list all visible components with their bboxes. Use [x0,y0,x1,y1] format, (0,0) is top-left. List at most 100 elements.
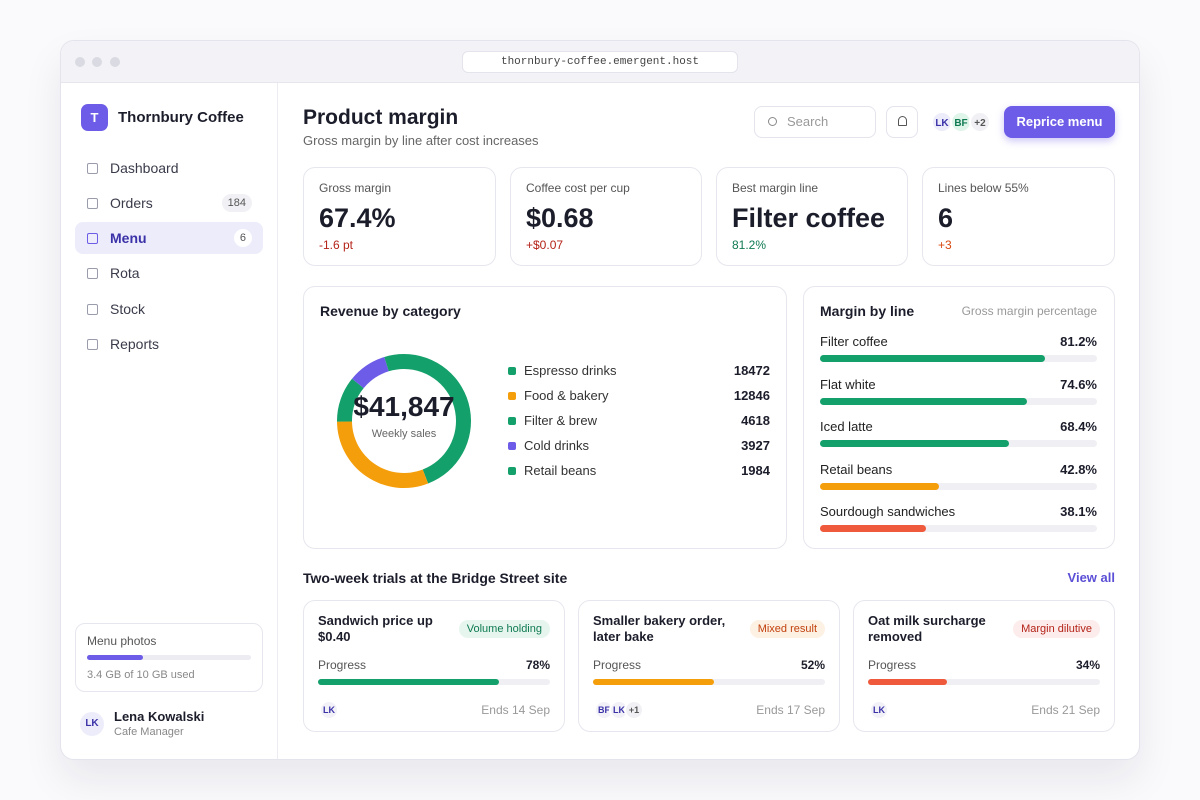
progress-value: 34% [1075,658,1100,672]
trial-ends: Ends 17 Sep [756,703,825,717]
brand-name: Thornbury Coffee [118,109,244,126]
legend-name: Food & bakery [524,388,609,403]
kpi-label: Gross margin [319,181,392,195]
legend-value: 18472 [733,363,770,378]
progress-label: Progress [593,658,642,672]
kpi-value: 67.4% [319,203,396,233]
kpi-delta: +3 [938,238,952,252]
search-box[interactable] [754,106,876,138]
trial-status: Margin dilutive [1013,620,1100,638]
nav-icon [87,304,98,315]
legend-value: 12846 [733,388,770,403]
kpi-label: Best margin line [732,181,819,195]
legend-value: 4618 [741,413,770,428]
trial-title: Sandwich price up $0.40 [318,613,433,644]
legend-name: Retail beans [524,463,597,478]
kpi-card [303,167,496,266]
trial-avatar-more: +1 [624,700,644,720]
window-dot [92,57,102,67]
donut-segment [352,356,389,389]
kpi-delta: +$0.07 [526,238,564,252]
progress-bar [318,679,499,685]
donut-total: $41,847 [353,391,455,422]
storage-card [75,623,263,692]
user-avatar: LK [80,712,104,736]
margin-bar [820,440,1010,448]
margin-bar [820,482,939,490]
page-subtitle: Gross margin by line after cost increase… [303,133,539,148]
nav-item[interactable]: Orders [110,195,153,211]
legend-dot [508,442,516,450]
nav-item[interactable]: Stock [110,301,146,317]
margin-line-value: 42.8% [1060,461,1097,477]
nav-icon [87,268,98,279]
margin-line-name: Retail beans [820,461,893,477]
kpi-card [510,167,702,266]
kpi-card [716,167,908,266]
nav-item[interactable]: Reports [110,336,160,352]
window-dot [110,57,120,67]
kpi-label: Lines below 55% [938,181,1029,195]
nav-icon [87,198,98,209]
legend-dot [508,392,516,400]
trial-ends: Ends 21 Sep [1031,703,1100,717]
sidebar [61,83,278,759]
margin-bar [820,355,1045,362]
margin-subtitle: Gross margin percentage [961,304,1097,318]
donut-segment [384,354,404,372]
legend-dot [508,367,516,375]
progress-value: 52% [800,658,825,672]
legend-value: 3927 [741,438,770,453]
progress-track [868,679,1100,685]
kpi-card [922,167,1115,266]
margin-title: Margin by line [820,303,915,319]
trial-status: Volume holding [458,620,550,638]
trial-avatar: LK [319,700,339,720]
progress-label: Progress [868,658,917,672]
margin-track [820,525,1097,533]
kpi-label: Coffee cost per cup [526,181,630,195]
user-name: Lena Kowalski [114,709,205,724]
margin-bar [820,397,1027,405]
header-avatar: LK [931,111,953,133]
kpi-delta: -1.6 pt [319,238,354,252]
margin-line-value: 74.6% [1060,376,1097,392]
revenue-title: Revenue by category [320,303,461,319]
storage-label: 3.4 GB of 10 GB used [87,669,195,681]
storage-track [87,655,251,660]
header-avatar-more: +2 [969,111,991,133]
revenue-card [303,286,787,549]
margin-line-value: 68.4% [1060,419,1097,435]
nav-item[interactable]: Dashboard [110,160,179,176]
bell-button[interactable] [886,106,918,138]
margin-line-name: Filter coffee [820,334,888,349]
trial-title: Oat milk surcharge removed [868,613,986,644]
nav-item[interactable]: Rota [110,265,140,281]
margin-line-value: 81.2% [1060,334,1097,349]
nav-item[interactable]: Menu [110,230,147,246]
progress-bar [593,679,714,685]
trials-link[interactable]: View all [1067,570,1115,585]
url-bar [462,51,738,73]
nav-icon [87,233,98,244]
progress-value: 78% [525,658,550,672]
nav-icon [87,339,98,350]
progress-label: Progress [318,658,367,672]
margin-track [820,482,1097,490]
url-text: thornbury-coffee.emergent.host [500,56,700,68]
storage-title: Menu photos [87,634,157,648]
legend-name: Cold drinks [524,438,590,453]
window-dot [75,57,85,67]
bell-icon [898,116,907,126]
legend-dot [508,467,516,475]
trial-status: Mixed result [749,620,825,638]
reprice-button[interactable]: Reprice menu [1004,106,1115,138]
progress-bar [868,679,947,685]
legend-dot [508,417,516,425]
donut-segment [337,421,429,488]
search-placeholder: Search [787,114,829,129]
donut-segment [337,378,364,422]
nav-active [75,222,263,254]
legend-value: 1984 [741,463,770,478]
